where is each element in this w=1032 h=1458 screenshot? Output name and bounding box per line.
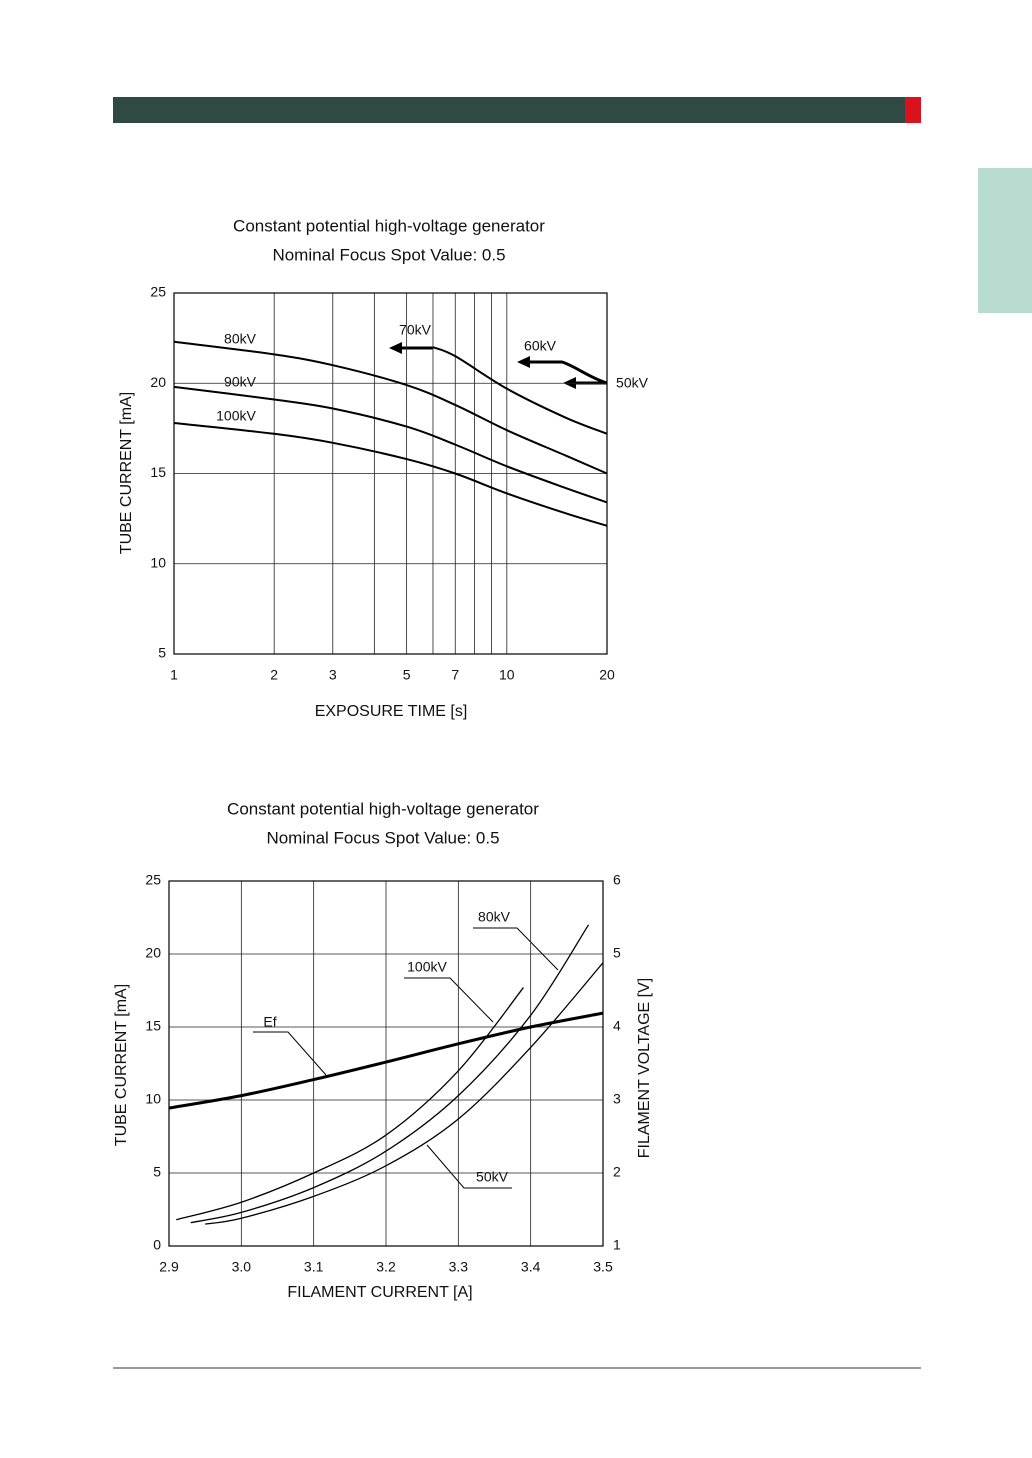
series-label: 80kV [224, 331, 257, 347]
series-line [173, 421, 608, 527]
leader-80kv [473, 927, 559, 971]
x-tick-label: 10 [499, 667, 515, 683]
leader-100kv [404, 977, 494, 1023]
series-line [173, 340, 608, 475]
x-tick-label: 3.4 [521, 1259, 541, 1275]
y2-tick-label: 5 [613, 945, 621, 961]
chart-title: Constant potential high-voltage generato… [233, 216, 545, 235]
x-axis-label: FILAMENT CURRENT [A] [287, 1284, 472, 1301]
leader-50kv [426, 1144, 512, 1189]
annotation: 60kV [524, 338, 557, 354]
arrow-head [517, 356, 530, 368]
x-tick-label: 5 [403, 667, 411, 683]
chart-subtitle: Nominal Focus Spot Value: 0.5 [272, 245, 505, 264]
y-tick-label: 10 [150, 554, 166, 570]
chart-title: Constant potential high-voltage generato… [227, 799, 539, 818]
y2-axis-label: FILAMENT VOLTAGE [V] [636, 978, 653, 1158]
x-tick-label: 3 [329, 667, 337, 683]
y-tick-label: 5 [158, 645, 166, 661]
x-tick-label: 20 [599, 667, 615, 683]
series-line [432, 346, 608, 435]
y-tick-label: 15 [150, 464, 166, 480]
y-axis-label: TUBE CURRENT [mA] [118, 392, 135, 554]
series-line [168, 1011, 604, 1110]
side-tab [978, 168, 1032, 313]
x-tick-label: 3.0 [232, 1259, 252, 1275]
x-tick-label: 2 [270, 667, 278, 683]
series-line [176, 987, 524, 1221]
series-label: Ef [263, 1014, 276, 1030]
series-label: 50kV [476, 1169, 509, 1185]
y-tick-label: 25 [150, 284, 166, 300]
y-tick-label: 15 [145, 1018, 161, 1034]
y-tick-label: 5 [153, 1164, 161, 1180]
plot-frame [168, 880, 604, 1247]
x-tick-label: 3.3 [449, 1259, 469, 1275]
y2-tick-label: 4 [613, 1018, 621, 1034]
series-line [190, 924, 590, 1224]
x-tick-label: 1 [170, 667, 178, 683]
y-tick-label: 25 [145, 872, 161, 888]
x-tick-label: 3.2 [376, 1259, 396, 1275]
arrow-head [389, 342, 402, 354]
series-label: 80kV [478, 909, 511, 925]
series-line [173, 385, 608, 504]
leader-ef [253, 1031, 327, 1076]
y2-tick-label: 3 [613, 1091, 621, 1107]
y2-tick-label: 1 [613, 1237, 621, 1253]
header-bar [113, 97, 905, 123]
series-label: 90kV [224, 374, 257, 390]
series-label: 100kV [216, 408, 256, 424]
x-tick-label: 3.5 [593, 1259, 613, 1275]
y-tick-label: 10 [145, 1091, 161, 1107]
x-tick-label: 7 [451, 667, 459, 683]
x-tick-label: 2.9 [159, 1259, 179, 1275]
y-tick-label: 20 [145, 945, 161, 961]
x-axis-label: EXPOSURE TIME [s] [315, 703, 468, 720]
series-line [205, 962, 604, 1225]
y2-tick-label: 6 [613, 872, 621, 888]
series-label: 70kV [399, 322, 432, 338]
series-label: 100kV [407, 959, 447, 975]
y-tick-label: 0 [153, 1237, 161, 1253]
annotation: 50kV [616, 375, 649, 391]
y-axis-label: TUBE CURRENT [mA] [113, 984, 130, 1146]
y-tick-label: 20 [150, 374, 166, 390]
y2-tick-label: 2 [613, 1164, 621, 1180]
arrow-60kv [528, 360, 608, 385]
header-accent [905, 97, 921, 123]
chart-subtitle: Nominal Focus Spot Value: 0.5 [266, 828, 499, 847]
x-tick-label: 3.1 [304, 1259, 324, 1275]
